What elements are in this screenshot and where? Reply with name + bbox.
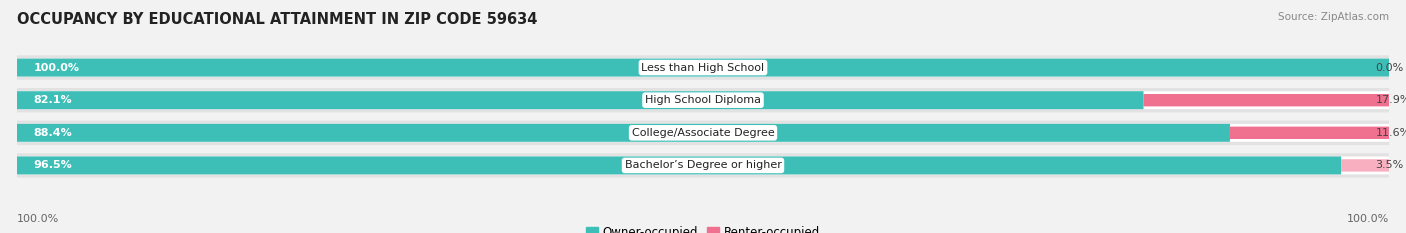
FancyBboxPatch shape [17,58,1389,76]
Text: Source: ZipAtlas.com: Source: ZipAtlas.com [1278,12,1389,22]
FancyBboxPatch shape [17,91,1143,109]
Text: 11.6%: 11.6% [1375,128,1406,138]
Text: 96.5%: 96.5% [34,161,72,170]
Text: 0.0%: 0.0% [1375,63,1403,72]
FancyBboxPatch shape [1143,94,1389,106]
FancyBboxPatch shape [17,58,1389,76]
Text: 82.1%: 82.1% [34,95,72,105]
Legend: Owner-occupied, Renter-occupied: Owner-occupied, Renter-occupied [581,221,825,233]
Text: 100.0%: 100.0% [1347,214,1389,224]
Text: OCCUPANCY BY EDUCATIONAL ATTAINMENT IN ZIP CODE 59634: OCCUPANCY BY EDUCATIONAL ATTAINMENT IN Z… [17,12,537,27]
Text: 17.9%: 17.9% [1375,95,1406,105]
FancyBboxPatch shape [17,124,1230,142]
Text: 100.0%: 100.0% [34,63,79,72]
FancyBboxPatch shape [17,124,1389,142]
FancyBboxPatch shape [17,153,1389,178]
FancyBboxPatch shape [17,157,1389,174]
Text: 88.4%: 88.4% [34,128,72,138]
FancyBboxPatch shape [17,88,1389,113]
Text: Bachelor’s Degree or higher: Bachelor’s Degree or higher [624,161,782,170]
Text: 3.5%: 3.5% [1375,161,1403,170]
Text: College/Associate Degree: College/Associate Degree [631,128,775,138]
FancyBboxPatch shape [1341,159,1389,172]
Text: 100.0%: 100.0% [17,214,59,224]
FancyBboxPatch shape [17,55,1389,80]
FancyBboxPatch shape [17,157,1341,174]
FancyBboxPatch shape [17,121,1389,145]
FancyBboxPatch shape [1230,127,1389,139]
Text: High School Diploma: High School Diploma [645,95,761,105]
FancyBboxPatch shape [17,91,1389,109]
Text: Less than High School: Less than High School [641,63,765,72]
